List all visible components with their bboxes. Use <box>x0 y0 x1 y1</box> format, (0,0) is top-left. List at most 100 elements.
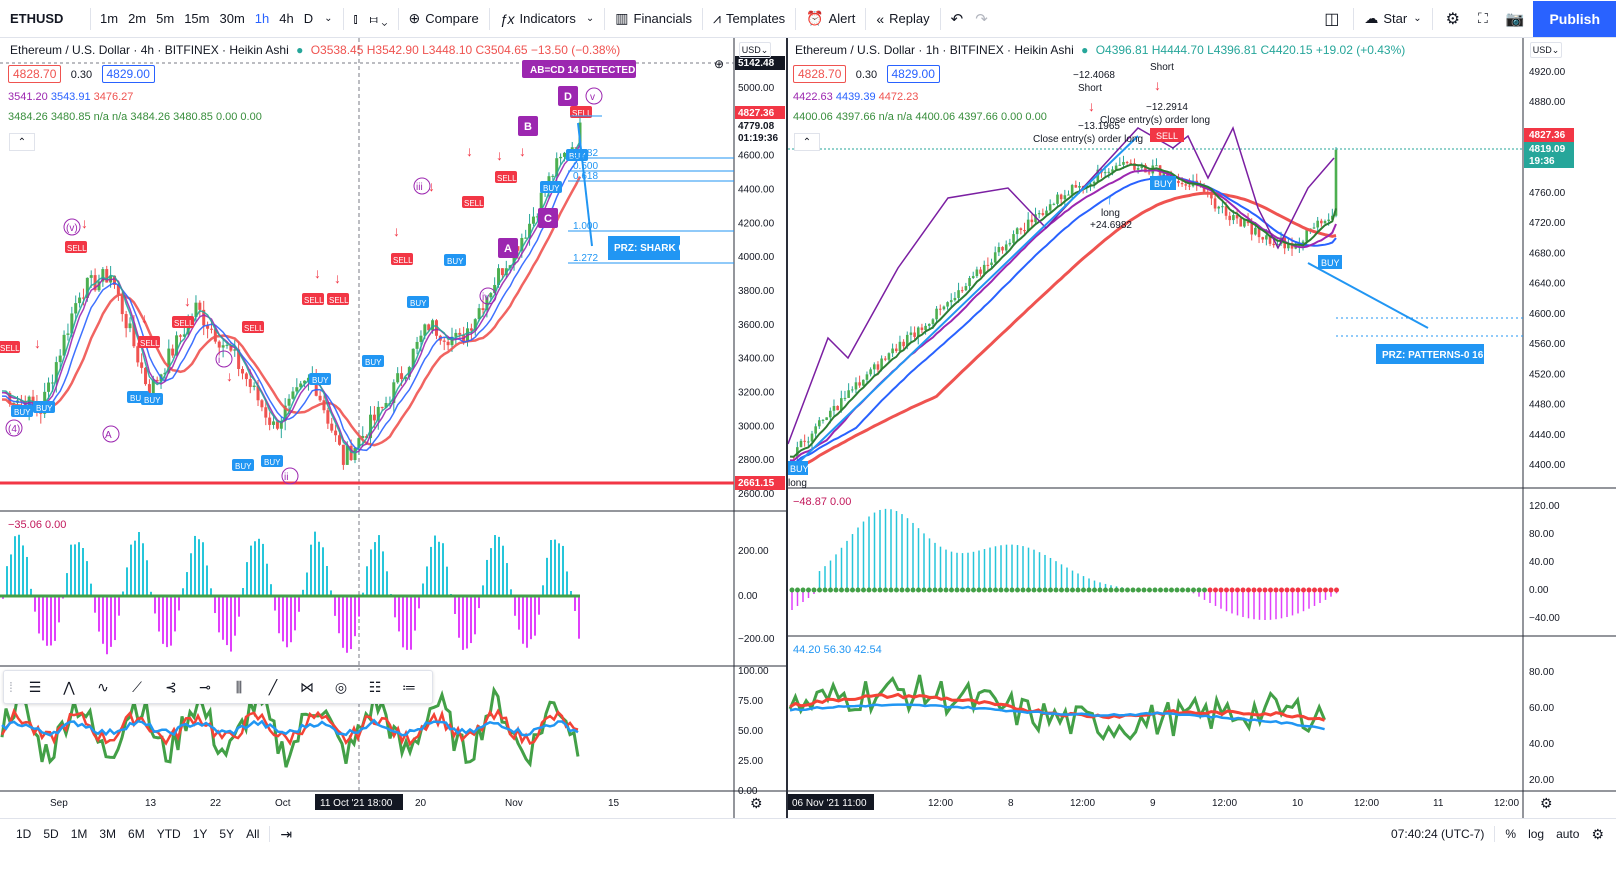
wave-label: iii <box>416 182 423 193</box>
vertical-lines-icon[interactable]: ⫼ <box>235 678 243 695</box>
range-6m[interactable]: 6M <box>128 827 145 841</box>
settings-gear-icon[interactable]: ⚙ <box>1591 825 1604 842</box>
auto-toggle[interactable]: auto <box>1556 827 1580 841</box>
lines-tool-icon[interactable]: ☰ <box>28 678 42 695</box>
sell-arrow-icon: ↓ <box>519 143 526 159</box>
trend-line-icon[interactable]: ⟋ <box>132 678 142 695</box>
candle-body <box>136 346 140 363</box>
interval-5m[interactable]: 5m <box>156 11 175 26</box>
line-tool-icon[interactable]: ╱ <box>268 678 278 695</box>
candle-body <box>938 308 942 310</box>
alert-button[interactable]: ⏰ Alert <box>800 0 861 38</box>
left-chart-pane[interactable]: 5000.004800.004600.004400.004200.004000.… <box>0 38 786 818</box>
candle-body <box>836 405 839 411</box>
left-ask-box[interactable]: 4829.00 <box>101 65 155 83</box>
osc-tick: 120.00 <box>1529 501 1560 512</box>
compare-button[interactable]: ⊕ Compare <box>403 0 485 38</box>
candle-body <box>979 269 982 274</box>
candle-body <box>256 385 260 401</box>
candle-body <box>194 302 198 317</box>
wave-pattern-icon[interactable]: ∿ <box>97 678 109 695</box>
publish-button[interactable]: Publish <box>1533 0 1616 37</box>
osc-dot <box>1224 587 1229 593</box>
symbol-search[interactable]: ETHUSD <box>10 11 64 26</box>
right-chart-canvas[interactable]: 4920.004880.004840.004800.004760.004720.… <box>788 38 1616 818</box>
osc-dot <box>872 587 877 593</box>
interval-1m[interactable]: 1m <box>100 11 119 26</box>
interval-30m[interactable]: 30m <box>219 11 245 26</box>
interval-1h[interactable]: 1h <box>254 11 270 26</box>
star-button[interactable]: ☁ Star ⌄ <box>1358 0 1427 38</box>
settings-list-icon[interactable]: ≔ <box>402 678 416 695</box>
right-chart-pane[interactable]: 4920.004880.004840.004800.004760.004720.… <box>788 38 1616 818</box>
interval-2m[interactable]: 2m <box>128 11 147 26</box>
replay-button[interactable]: « Replay <box>870 0 935 38</box>
channel-icon[interactable]: ☷ <box>368 678 382 695</box>
range-ytd[interactable]: YTD <box>156 827 181 841</box>
horizontal-ray-icon[interactable]: ⊸ <box>199 678 211 695</box>
candle-body <box>887 353 891 360</box>
interval-4h[interactable]: 4h <box>279 11 294 26</box>
log-toggle[interactable]: log <box>1528 827 1545 841</box>
camera-icon[interactable]: 📷 <box>1505 10 1525 28</box>
currency-selector[interactable]: USD ⌄ <box>739 42 771 58</box>
range-1m[interactable]: 1M <box>70 827 88 841</box>
settings-gear-icon[interactable]: ⚙ <box>1445 10 1460 28</box>
candle-body <box>415 341 419 349</box>
range-5d[interactable]: 5D <box>43 827 59 841</box>
bottom-toolbar: 1D 5D 1M 3M 6M YTD 1Y 5Y All ⇥ 07:40:24 (UTC-7) … <box>0 818 1616 878</box>
layout-icon[interactable]: ◫ <box>1324 10 1340 28</box>
interval-D[interactable]: D <box>303 11 314 26</box>
indicators-button[interactable]: ƒx Indicators ⌄ <box>494 0 601 38</box>
templates-button[interactable]: ⩘ Templates <box>707 0 791 38</box>
range-3m[interactable]: 3M <box>99 827 117 841</box>
chevron-down-icon[interactable]: ⌄ <box>324 13 333 24</box>
sell-signal <box>570 106 592 118</box>
drag-handle-icon[interactable]: ⁞ <box>9 679 13 695</box>
range-all[interactable]: All <box>246 827 260 841</box>
candle-body <box>140 362 144 368</box>
candle-style-icon[interactable]: ⧦ ⌄ <box>369 10 388 26</box>
candle-body <box>1334 149 1338 216</box>
price-tick: 4640.00 <box>1529 279 1566 290</box>
osc-dot <box>1257 587 1262 593</box>
range-5y[interactable]: 5Y <box>219 827 235 841</box>
fib-circle-icon[interactable]: ◎ <box>334 678 348 695</box>
candle-body <box>1103 172 1107 174</box>
range-1d[interactable]: 1D <box>16 827 32 841</box>
redo-icon[interactable]: ↷ <box>975 10 988 28</box>
candle-body <box>1078 186 1081 188</box>
candle-body <box>380 406 384 408</box>
left-bid-box[interactable]: 4828.70 <box>8 65 62 83</box>
osc-dot <box>1136 587 1141 593</box>
osc-dot <box>839 587 844 593</box>
percent-toggle[interactable]: % <box>1505 827 1517 841</box>
collapse-legend-icon[interactable]: ⌃ <box>794 133 820 151</box>
candle-body <box>337 435 341 445</box>
left-chart-canvas[interactable]: 5000.004800.004600.004400.004200.004000.… <box>0 38 786 818</box>
chart-divider[interactable] <box>786 38 788 818</box>
fib-icon[interactable]: ⊰ <box>165 678 177 695</box>
candle-body <box>1312 227 1316 229</box>
goto-date-icon[interactable]: ⇥ <box>280 825 293 842</box>
financials-button[interactable]: ▥ Financials <box>609 0 698 38</box>
divider <box>397 7 399 30</box>
bar-style-icon[interactable]: ⫾ <box>353 10 358 26</box>
osc-tick: −200.00 <box>738 634 775 645</box>
price-tag-label: 4779.08 <box>738 121 775 132</box>
xabcd-icon[interactable]: ⋈ <box>300 678 314 695</box>
currency-label: USD <box>741 45 761 55</box>
right-ask-box[interactable]: 4829.00 <box>886 65 940 83</box>
interval-15m[interactable]: 15m <box>184 11 210 26</box>
collapse-legend-icon[interactable]: ⌃ <box>9 133 35 151</box>
sell-signal-label: SELL <box>174 319 194 328</box>
clock[interactable]: 07:40:24 (UTC-7) <box>1391 827 1485 841</box>
undo-icon[interactable]: ↶ <box>950 10 964 28</box>
osc-dot <box>844 587 850 593</box>
fullscreen-icon[interactable]: ⛶ <box>1477 10 1488 26</box>
abc-pattern-icon[interactable]: ⋀ <box>63 678 75 695</box>
currency-selector[interactable]: USD ⌄ <box>1530 42 1562 58</box>
right-bid-box[interactable]: 4828.70 <box>793 65 847 83</box>
range-1y[interactable]: 1Y <box>192 827 208 841</box>
candle-body <box>562 152 566 157</box>
